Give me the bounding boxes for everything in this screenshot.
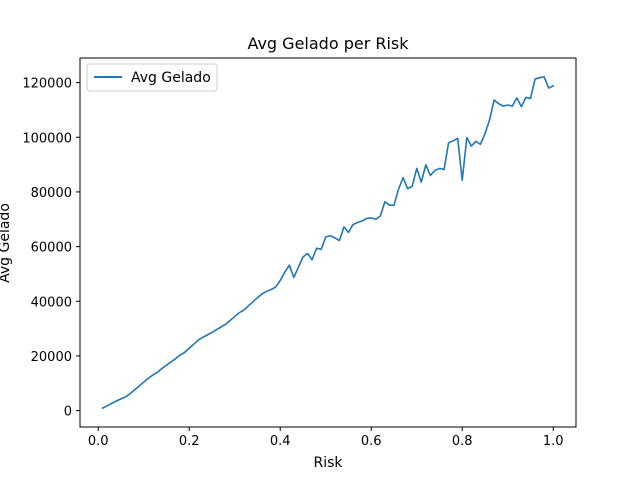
plot-frame [79,57,577,428]
legend-label: Avg Gelado [131,70,211,86]
y-axis-label: Avg Gelado [0,203,13,283]
tick-marks: 0.0 0.2 0.4 0.6 0.8 1.0 0 20000 40000 60000 80000 1… [22,77,563,449]
x-tick-label: 1.0 [543,434,564,449]
y-tick-label: 40000 [31,295,72,310]
series-line-avg-gelado [101,76,555,410]
x-axis-label: Risk [313,455,343,471]
x-tick-label: 0.6 [361,434,382,449]
y-tick-label: 80000 [31,186,72,201]
y-tick-label: 60000 [31,241,72,256]
chart-title: Avg Gelado per Risk [247,34,409,53]
x-tick-label: 0.8 [452,434,473,449]
series-lines [101,76,555,410]
legend: Avg Gelado [86,63,218,92]
x-tick-label: 0.2 [179,434,200,449]
legend-box [86,63,218,92]
y-tick-label: 100000 [22,131,72,146]
x-tick-label: 0.0 [88,434,109,449]
y-tick-label: 120000 [22,77,72,92]
axes [79,57,577,428]
y-tick-label: 20000 [31,350,72,365]
y-tick-label: 0 [64,405,72,420]
x-tick-label: 0.4 [270,434,291,449]
